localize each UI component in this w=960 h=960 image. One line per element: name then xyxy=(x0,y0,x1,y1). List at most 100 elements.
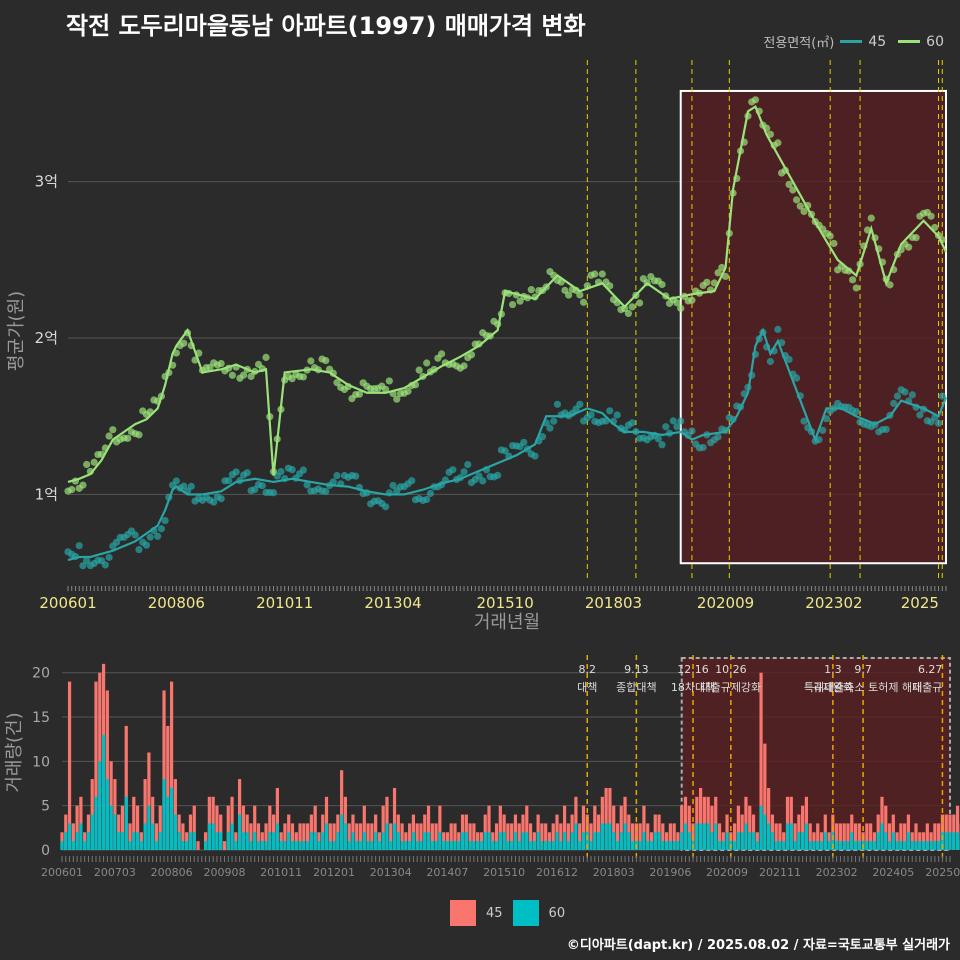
series-45-point xyxy=(389,481,397,490)
bar-45 xyxy=(181,823,185,850)
bar-45 xyxy=(430,823,434,850)
bar-60 xyxy=(581,832,586,850)
series-60-point xyxy=(796,202,804,210)
series-45-point xyxy=(460,468,468,476)
bar-60 xyxy=(630,841,635,850)
bar-45 xyxy=(706,796,710,850)
bar-60 xyxy=(101,734,106,850)
series-60-point xyxy=(393,395,401,403)
bar-45 xyxy=(362,805,366,850)
bar-60 xyxy=(804,823,809,850)
bar-60 xyxy=(789,823,793,850)
x-tick-label: 200601 xyxy=(39,594,96,612)
bar-60 xyxy=(453,841,457,850)
series-60-point xyxy=(438,350,446,358)
bar-60 xyxy=(767,823,771,850)
bar-45 xyxy=(623,796,627,850)
bar-45 xyxy=(562,805,567,850)
series-60-point xyxy=(299,373,307,381)
series-45-point xyxy=(699,443,707,452)
bar-60 xyxy=(551,841,555,850)
bar-60 xyxy=(736,832,740,850)
bar-60 xyxy=(589,841,593,850)
bar-45 xyxy=(789,796,793,850)
bar-60 xyxy=(925,841,929,850)
bar-45 xyxy=(763,743,767,850)
bar-60 xyxy=(219,832,223,850)
series-45-point xyxy=(105,553,113,561)
bar-45 xyxy=(298,823,302,850)
series-45-point xyxy=(475,472,483,480)
series-60-point xyxy=(826,232,834,240)
bar-45 xyxy=(884,805,888,850)
series-45-point xyxy=(154,532,162,540)
series-45-point xyxy=(329,478,337,486)
bar-60 xyxy=(464,832,468,850)
bar-60 xyxy=(370,841,374,850)
bar-60 xyxy=(113,814,117,850)
bar-60 xyxy=(264,841,268,850)
bar-60 xyxy=(604,823,608,850)
bar-y-tick-label: 15 xyxy=(32,710,50,726)
series-45-point xyxy=(576,400,584,408)
bar-45 xyxy=(211,796,215,850)
series-60-point xyxy=(714,269,722,277)
bar-45 xyxy=(914,823,918,850)
series-45-point xyxy=(423,495,431,504)
bar-45 xyxy=(581,805,586,850)
bar-60 xyxy=(162,779,166,850)
bar-45 xyxy=(619,805,623,850)
bar-60 xyxy=(347,841,351,850)
bar-45 xyxy=(680,805,684,850)
bar-60 xyxy=(438,832,442,850)
bar-legend-swatch-45 xyxy=(450,900,476,926)
bar-45 xyxy=(668,823,672,850)
bar-60 xyxy=(593,832,597,850)
bar-60 xyxy=(721,841,725,850)
bar-45 xyxy=(453,823,457,850)
bar-60 xyxy=(381,832,385,850)
bar-45 xyxy=(132,796,136,850)
series-60-point xyxy=(322,356,330,365)
series-60-point xyxy=(658,280,666,289)
bar-60 xyxy=(442,841,446,850)
bar-45 xyxy=(79,796,83,850)
series-60-point xyxy=(867,214,875,222)
bar-45 xyxy=(528,823,533,850)
legend-label-45: 45 xyxy=(868,33,887,50)
y-tick-label: 1억 xyxy=(35,485,58,503)
series-60-point xyxy=(576,291,584,299)
series-60-point xyxy=(90,458,98,466)
policy-annotation-date: 9.13 xyxy=(624,663,649,676)
bar-45 xyxy=(151,796,155,850)
bar-x-tick-label: 200908 xyxy=(203,866,245,879)
bar-45 xyxy=(169,681,174,850)
bar-60 xyxy=(506,841,510,850)
bar-x-tick-label: 201803 xyxy=(593,866,635,879)
bar-60 xyxy=(683,823,688,850)
bar-60 xyxy=(109,805,113,850)
bar-60 xyxy=(494,841,499,850)
bar-60 xyxy=(751,832,756,850)
series-60-point xyxy=(751,96,760,104)
bar-x-tick-label: 201011 xyxy=(260,866,302,879)
series-45-point xyxy=(449,466,457,474)
series-45-point xyxy=(352,472,360,480)
bar-60 xyxy=(944,832,948,850)
bar-60 xyxy=(528,841,533,850)
series-60-point xyxy=(598,270,606,278)
bar-45 xyxy=(574,796,578,850)
bar-45 xyxy=(714,796,718,850)
bar-60 xyxy=(272,832,276,850)
series-60-point xyxy=(628,303,636,311)
bar-60 xyxy=(340,814,344,850)
bar-60 xyxy=(75,832,79,850)
series-45-point xyxy=(299,466,307,474)
series-60-point xyxy=(124,434,132,442)
bar-45 xyxy=(192,805,196,850)
bar-60 xyxy=(249,841,253,850)
bar-60 xyxy=(853,841,858,850)
bar-45 xyxy=(933,823,937,850)
series-60-point xyxy=(912,234,920,242)
bar-45 xyxy=(358,823,363,850)
